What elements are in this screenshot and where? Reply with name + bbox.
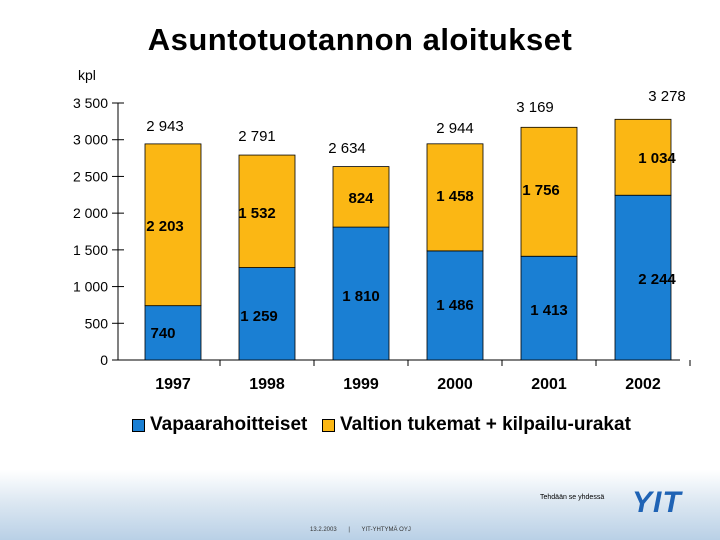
legend-swatch-vapaarahoitteiset: [132, 418, 145, 432]
data-label-vapaarahoitteiset: 1 259: [240, 308, 278, 325]
data-label-vapaarahoitteiset: 2 244: [638, 271, 676, 288]
data-label-valtion: 2 203: [146, 218, 184, 235]
bar-vapaarahoitteiset-2002: [614, 194, 672, 361]
data-label-total: 3 169: [516, 99, 554, 116]
legend-item-vapaarahoitteiset: Vapaarahoitteiset: [132, 414, 307, 436]
data-label-valtion: 1 532: [238, 205, 276, 222]
bar-vapaarahoitteiset-2000: [426, 250, 484, 361]
bar-valtion-1999: [332, 166, 390, 228]
bar-vapaarahoitteiset-1999: [332, 226, 390, 361]
y-tick-label: 2 000: [73, 205, 108, 221]
data-label-valtion: 1 756: [522, 182, 560, 199]
data-label-total: 2 791: [238, 128, 276, 145]
data-label-valtion: 1 458: [436, 188, 474, 205]
legend: Vapaarahoitteiset Valtion tukemat + kilp…: [0, 414, 720, 444]
bars: [144, 118, 672, 361]
data-label-vapaarahoitteiset: 740: [150, 325, 175, 342]
footer-info: 13.2.2003 | YIT-YHTYMÄ OYJ: [310, 527, 421, 533]
x-tick-label: 1997: [155, 376, 191, 393]
footer-band: [0, 470, 720, 540]
y-tick-label: 1 000: [73, 279, 108, 295]
data-label-vapaarahoitteiset: 1 810: [342, 288, 380, 305]
footer-company: YIT-YHTYMÄ OYJ: [361, 527, 411, 533]
bar-vapaarahoitteiset-1997: [144, 305, 202, 361]
bar-valtion-1997: [144, 143, 202, 307]
data-label-vapaarahoitteiset: 1 413: [530, 302, 568, 319]
x-tick-label: 1999: [343, 376, 379, 393]
footer-separator: |: [348, 527, 350, 533]
footer-date: 13.2.2003: [310, 527, 337, 533]
y-tick-label: 3 500: [73, 95, 108, 111]
bar-valtion-2001: [520, 126, 578, 257]
y-tick-label: 3 000: [73, 132, 108, 148]
y-axis-unit-label: kpl: [78, 67, 96, 83]
chart-title: Asuntotuotannon aloitukset: [147, 22, 573, 57]
y-tick-label: 500: [85, 315, 109, 331]
bar-valtion-1998: [238, 154, 296, 268]
y-tick-label: 2 500: [73, 168, 108, 184]
data-label-total: 3 278: [648, 88, 686, 105]
x-tick-label: 2002: [625, 376, 661, 393]
data-labels: 740 2 203 2 943 1 259 1 532 2 791 1 810 824 2 63…: [146, 88, 686, 342]
bar-valtion-2000: [426, 143, 484, 252]
data-label-valtion: 1 034: [638, 150, 676, 167]
x-tick-label: 2000: [437, 376, 473, 393]
data-label-total: 2 944: [436, 120, 474, 137]
stacked-bar-chart: 0 500 1 000 1 500 2 000 2 500 3 000 3 500 1997 19…: [73, 88, 691, 393]
axes: 0 500 1 000 1 500 2 000 2 500 3 000 3 500 1997 19…: [73, 95, 691, 393]
legend-label-vapaarahoitteiset: Vapaarahoitteiset: [150, 414, 308, 435]
x-tick-label: 2001: [531, 376, 567, 393]
y-tick-label: 0: [100, 352, 108, 368]
data-label-total: 2 943: [146, 118, 184, 135]
x-tick-label: 1998: [249, 376, 285, 393]
slogan: Tehdään se yhdessä: [540, 494, 605, 501]
yit-logo: YIT: [632, 486, 682, 519]
bar-vapaarahoitteiset-1998: [238, 267, 296, 361]
y-tick-label: 1 500: [73, 242, 108, 258]
legend-label-valtion: Valtion tukemat + kilpailu-urakat: [340, 414, 631, 435]
data-label-valtion: 824: [348, 190, 374, 207]
data-label-total: 2 634: [328, 140, 366, 157]
legend-item-valtion: Valtion tukemat + kilpailu-urakat: [322, 414, 631, 436]
data-label-vapaarahoitteiset: 1 486: [436, 297, 474, 314]
bar-valtion-2002: [614, 118, 672, 196]
bar-vapaarahoitteiset-2001: [520, 255, 578, 361]
legend-swatch-valtion: [322, 418, 335, 432]
